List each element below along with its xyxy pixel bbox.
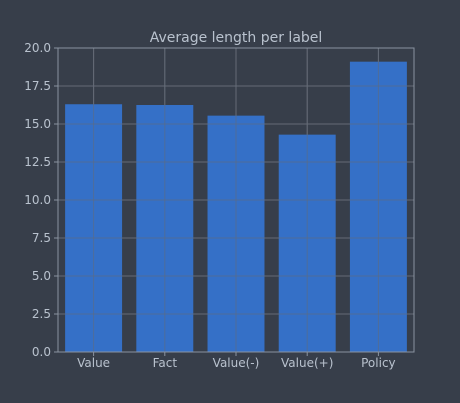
- y-tick-label: 0.0: [32, 345, 51, 359]
- x-tick-label: Fact: [153, 356, 178, 370]
- y-tick-label: 17.5: [24, 79, 51, 93]
- x-tick-label: Value(+): [281, 356, 333, 370]
- y-tick-label: 15.0: [24, 117, 51, 131]
- y-axis-ticks: 0.0 2.5 5.0 7.5 10.0 12.5 15.0 17.5 20.0: [24, 41, 58, 359]
- y-tick-label: 7.5: [32, 231, 51, 245]
- x-axis-ticks: Value Fact Value(-) Value(+) Policy: [77, 352, 396, 370]
- y-tick-label: 5.0: [32, 269, 51, 283]
- x-tick-label: Value: [77, 356, 110, 370]
- y-tick-label: 2.5: [32, 307, 51, 321]
- y-tick-label: 10.0: [24, 193, 51, 207]
- chart-title: Average length per label: [150, 30, 323, 46]
- bars: [58, 47, 414, 353]
- x-tick-label: Value(-): [213, 356, 260, 370]
- y-tick-label: 12.5: [24, 155, 51, 169]
- y-tick-label: 20.0: [24, 41, 51, 55]
- x-tick-label: Policy: [361, 356, 396, 370]
